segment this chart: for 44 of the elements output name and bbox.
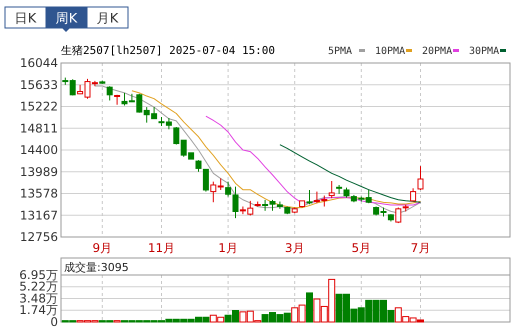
y-tick-label: 14400 [20, 143, 58, 157]
y-tick-label: 13989 [20, 164, 58, 179]
y-tick-label: 14811 [20, 121, 58, 136]
y-tick-label: 3.48万 [19, 291, 58, 306]
bar [306, 292, 313, 322]
y-tick-label: 15222 [20, 100, 58, 114]
x-tick-label: 5月 [351, 241, 372, 255]
line-series [131, 90, 421, 208]
legend-label: 5PMA [328, 46, 352, 57]
text: 周K [56, 12, 78, 26]
candlestick [196, 160, 202, 172]
line-series [279, 144, 421, 203]
y-tick-label: 16044 [20, 56, 58, 70]
y-tick-label: 15633 [20, 78, 58, 92]
x-tick-label: 9月 [92, 241, 112, 255]
x-tick-label: 7月 [410, 241, 430, 255]
candlestick [418, 166, 424, 190]
y-tick-label: 13578 [20, 186, 58, 200]
text: 月K [96, 12, 119, 26]
legend-label: 10PMA [375, 46, 406, 57]
candlestick [395, 207, 402, 224]
candlestick [306, 189, 312, 205]
legend-label: 20PMA [422, 46, 452, 57]
y-tick-label: 5.22万 [19, 280, 58, 294]
candlestick [202, 168, 209, 192]
y-tick-label: 13167 [20, 208, 58, 222]
candlestick [225, 181, 232, 198]
chart-title: 生猪2507[lh2507] 2025-07-04 15:00 [61, 44, 276, 57]
candlestick [106, 86, 113, 101]
candlestick [232, 186, 238, 219]
candlestick [328, 180, 335, 199]
line-series [94, 85, 421, 214]
chart-title: 成交量:3095 [64, 261, 129, 274]
x-tick-label: 3月 [284, 241, 305, 255]
candlestick [410, 188, 416, 202]
x-tick-label: 11月 [148, 241, 176, 255]
y-tick-label: 12756 [20, 230, 58, 244]
y-tick-label: 1.74万 [19, 303, 58, 318]
y-tick-label: 0 [50, 315, 58, 327]
candlestick [344, 187, 350, 198]
x-tick-label: 1月 [218, 241, 238, 255]
legend-label: 30PMA [469, 46, 500, 57]
text: 日K [14, 12, 37, 26]
y-tick-label: 6.95万 [19, 268, 58, 282]
